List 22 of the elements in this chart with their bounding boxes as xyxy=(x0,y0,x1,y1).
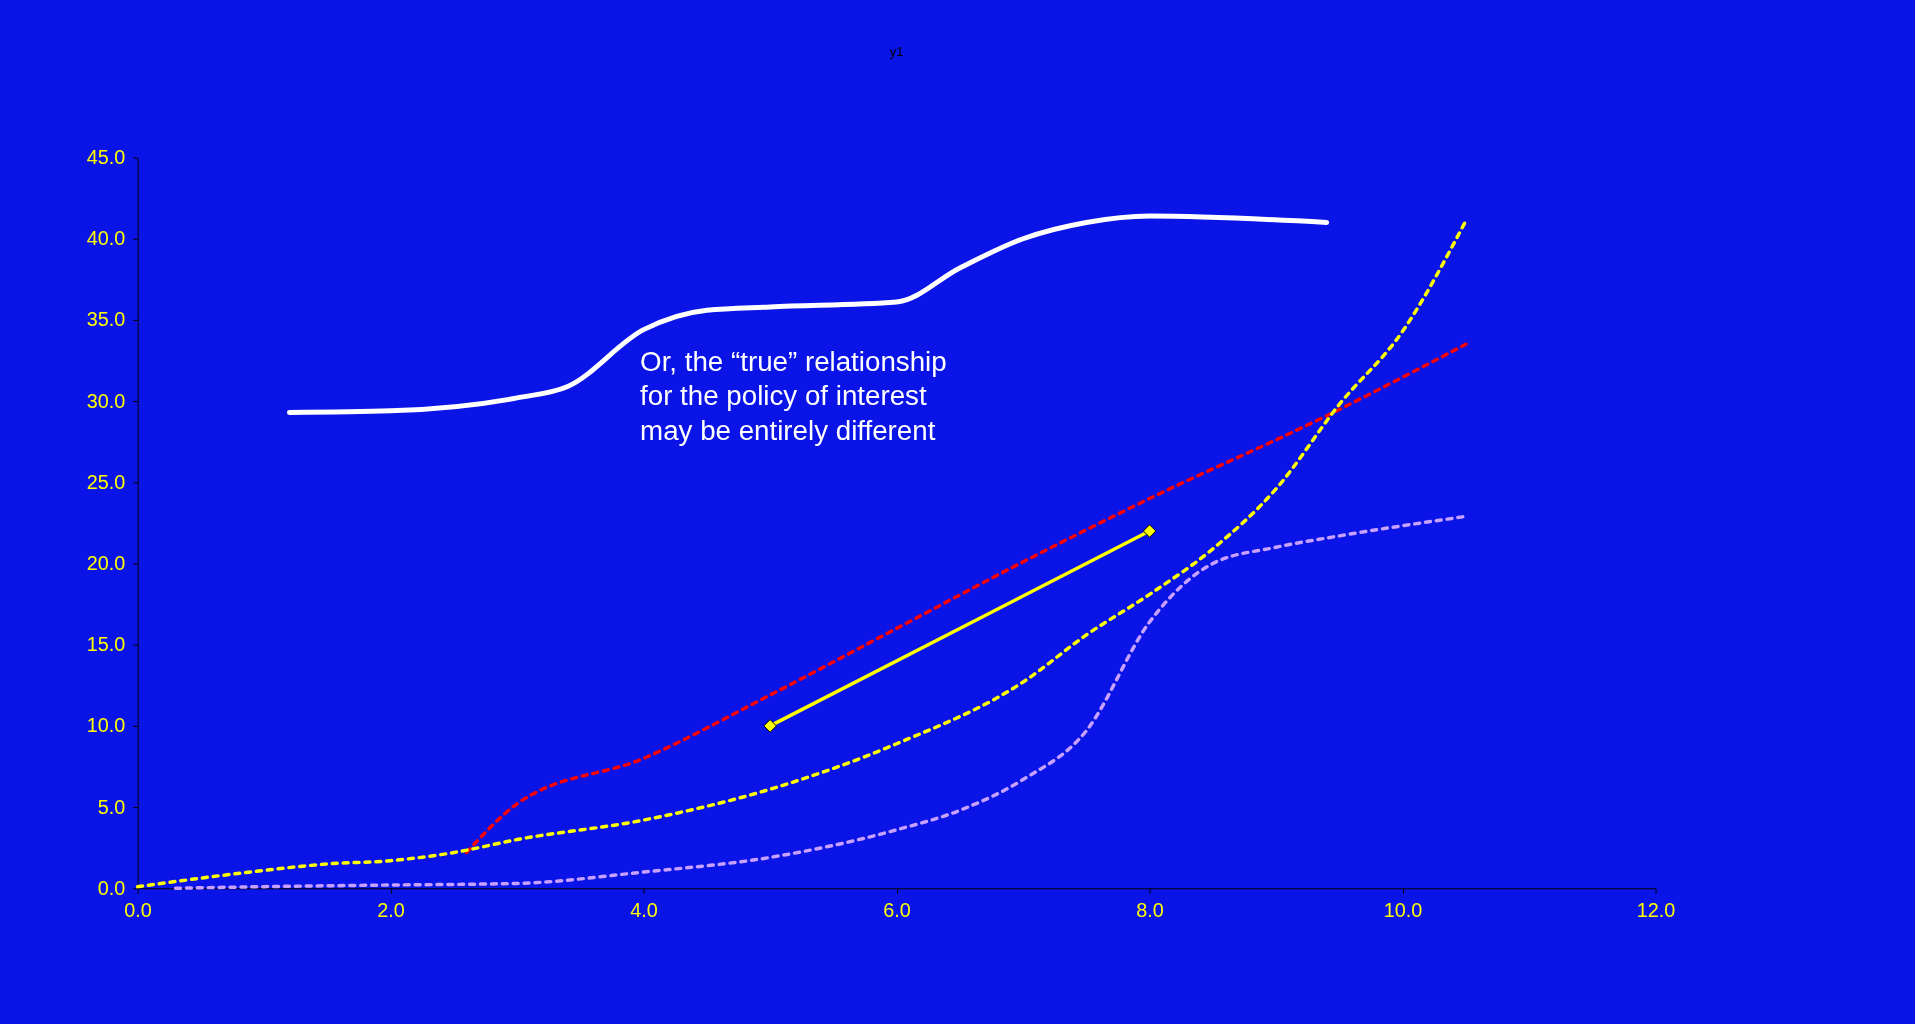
x-tick-label: 10.0 xyxy=(1383,899,1423,922)
line-series xyxy=(286,213,1330,415)
y-tick-label: 15.0 xyxy=(86,633,126,656)
y-tick-label: 20.0 xyxy=(86,551,126,574)
x-tick-label: 2.0 xyxy=(377,899,405,922)
line-series xyxy=(135,219,1468,889)
x-tick-label: 6.0 xyxy=(883,899,911,922)
x-tick-label: 12.0 xyxy=(1636,899,1676,922)
y-tick-label: 40.0 xyxy=(86,227,126,250)
annotation: Or, the “true” relationship for the policy of interest may be entirely different xyxy=(640,345,947,447)
y-tick-label: 30.0 xyxy=(86,389,126,412)
y-tick-label: 35.0 xyxy=(86,308,126,331)
line-series xyxy=(464,342,1468,855)
y-tick-label: 45.0 xyxy=(86,145,126,168)
y-tick-label: 5.0 xyxy=(97,795,126,818)
x-tick-label: 8.0 xyxy=(1136,899,1164,922)
y-tick-label: 0.0 xyxy=(97,876,126,899)
chart-title: y1 xyxy=(889,43,904,59)
y-tick-label: 25.0 xyxy=(86,470,126,493)
y-tick-label: 10.0 xyxy=(86,714,126,737)
x-tick-label: 0.0 xyxy=(124,899,152,922)
x-tick-label: 4.0 xyxy=(630,899,658,922)
